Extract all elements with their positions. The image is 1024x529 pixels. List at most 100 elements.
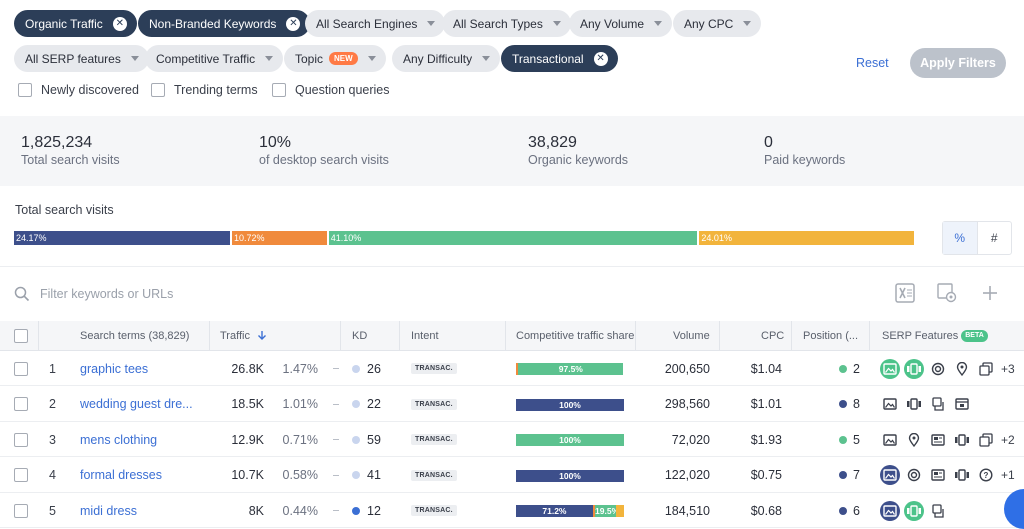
stat-total-visits: 1,825,234 Total search visits xyxy=(21,134,120,167)
add-icon[interactable] xyxy=(980,282,1000,304)
trending-terms-checkbox[interactable]: Trending terms xyxy=(151,83,258,97)
question-queries-checkbox[interactable]: Question queries xyxy=(272,83,390,97)
position-cell[interactable]: 8 xyxy=(839,387,860,422)
position-cell[interactable]: 5 xyxy=(839,422,860,457)
divider xyxy=(791,321,792,351)
chevron-down-icon xyxy=(482,56,491,61)
news-icon xyxy=(928,465,948,485)
row-checkbox[interactable] xyxy=(14,387,28,422)
row-checkbox[interactable] xyxy=(14,351,28,386)
intent-badge: TRANSAC. xyxy=(411,505,457,517)
sort-down-icon xyxy=(257,331,266,340)
row-checkbox[interactable] xyxy=(14,422,28,457)
col-serp-features[interactable]: SERP Features BETA xyxy=(882,321,988,351)
kd-dot xyxy=(352,435,360,444)
newly-discovered-checkbox[interactable]: Newly discovered xyxy=(18,83,139,97)
col-traffic-label: Traffic xyxy=(220,330,250,342)
keyword-link[interactable]: formal dresses xyxy=(80,468,162,483)
more-features-count[interactable]: +1 xyxy=(1001,468,1015,483)
intent-cell: TRANSAC. xyxy=(411,422,457,457)
filter-chip-label: Any Difficulty xyxy=(403,51,473,66)
keyword-link[interactable]: wedding guest dre... xyxy=(80,397,193,412)
position-cell[interactable]: 7 xyxy=(839,458,860,493)
reviews-icon xyxy=(904,465,924,485)
share-segment: 19.5% xyxy=(595,505,617,518)
filter-chip-competitive-traffic[interactable]: Competitive Traffic xyxy=(145,45,284,72)
col-kd[interactable]: KD xyxy=(352,330,368,342)
keyword-filter[interactable]: Filter keywords or URLs xyxy=(14,286,173,302)
share-segment: 97.5% xyxy=(518,363,624,375)
position-cell[interactable]: 2 xyxy=(839,351,860,386)
position-cell[interactable]: 6 xyxy=(839,493,860,528)
col-cpc[interactable]: CPC xyxy=(761,330,785,342)
filter-chip-non-branded-keywords[interactable]: Non-Branded Keywords ✕ xyxy=(138,10,311,37)
competitive-share-bar[interactable]: 100% xyxy=(516,469,624,482)
position-dot xyxy=(839,435,847,444)
traffic-trend xyxy=(333,474,339,476)
select-all-checkbox[interactable] xyxy=(14,329,28,343)
col-competitive-share[interactable]: Competitive traffic share xyxy=(516,330,635,342)
filter-chip-any-volume[interactable]: Any Volume xyxy=(569,10,673,37)
volume-value: 184,510 xyxy=(664,503,710,518)
col-traffic[interactable]: Traffic xyxy=(220,321,267,351)
excel-export-icon[interactable] xyxy=(894,282,916,304)
filter-chip-transactional[interactable]: Transactional ✕ xyxy=(501,45,618,72)
volume-value: 72,020 xyxy=(671,432,710,447)
share-segment xyxy=(592,505,596,518)
search-icon xyxy=(14,286,30,302)
intent-cell: TRANSAC. xyxy=(411,458,457,493)
keyword-link[interactable]: mens clothing xyxy=(80,432,158,447)
close-icon[interactable]: ✕ xyxy=(593,51,608,66)
reset-button[interactable]: Reset xyxy=(856,56,889,70)
competitive-share-bar[interactable]: 100% xyxy=(516,398,624,411)
traffic-segment[interactable]: 24.17% xyxy=(14,231,230,245)
volume-value: 122,020 xyxy=(664,468,710,483)
column-settings-icon[interactable] xyxy=(936,282,958,304)
table-row: 3 mens clothing 12.9K 0.71% 59 TRANSAC. … xyxy=(0,422,1024,458)
count-toggle[interactable]: # xyxy=(990,231,998,245)
traffic-segment[interactable]: 10.72% xyxy=(232,231,327,245)
more-features-count[interactable]: +3 xyxy=(1001,361,1015,376)
filter-chip-topic[interactable]: Topic NEW xyxy=(284,45,386,72)
row-checkbox[interactable] xyxy=(14,493,28,528)
filter-chip-organic-traffic[interactable]: Organic Traffic ✕ xyxy=(14,10,137,37)
kd-cell: 59 xyxy=(352,422,381,457)
filter-chip-any-difficulty[interactable]: Any Difficulty xyxy=(392,45,501,72)
filter-chip-all-search-types[interactable]: All Search Types xyxy=(442,10,571,37)
keyword-link[interactable]: midi dress xyxy=(80,503,137,518)
col-search-terms[interactable]: Search terms (38,829) xyxy=(80,330,190,342)
cpc-value: $1.01 xyxy=(750,397,782,412)
filter-chip-all-serp-features[interactable]: All SERP features xyxy=(14,45,149,72)
reviews-icon xyxy=(928,359,948,379)
close-icon[interactable]: ✕ xyxy=(286,16,301,31)
competitive-share-bar[interactable]: 100% xyxy=(516,434,624,447)
traffic-trend xyxy=(333,403,339,405)
chevron-down-icon xyxy=(743,21,752,26)
row-checkbox[interactable] xyxy=(14,458,28,493)
traffic-segment[interactable]: 24.01% xyxy=(699,231,914,245)
stat-organic-keywords: 38,829 Organic keywords xyxy=(528,134,629,167)
apply-filters-button[interactable]: Apply Filters xyxy=(910,48,1006,78)
share-segment xyxy=(616,505,624,518)
volume-value: 200,650 xyxy=(664,361,710,376)
close-icon[interactable]: ✕ xyxy=(112,16,127,31)
image-pack-icon xyxy=(880,500,900,521)
filter-chip-all-search-engines[interactable]: All Search Engines xyxy=(305,10,446,37)
col-position[interactable]: Position (... xyxy=(803,330,859,342)
more-features-count[interactable]: +2 xyxy=(1001,432,1015,447)
filter-chip-any-cpc[interactable]: Any CPC xyxy=(673,10,762,37)
keyword-link[interactable]: graphic tees xyxy=(80,361,149,376)
competitive-share-bar[interactable]: 97.5% xyxy=(516,363,624,375)
chevron-down-icon xyxy=(265,56,274,61)
percent-toggle[interactable]: % xyxy=(943,222,978,254)
col-volume[interactable]: Volume xyxy=(673,330,710,342)
traffic-segment[interactable]: 41.10% xyxy=(328,231,698,245)
stat-paid-keywords: 0 Paid keywords xyxy=(764,134,846,167)
video-carousel-icon xyxy=(952,465,972,485)
competitive-share-bar[interactable]: 71.2%19.5% xyxy=(516,505,624,518)
filter-chip-label: All Search Engines xyxy=(316,16,418,31)
col-intent[interactable]: Intent xyxy=(411,330,439,342)
traffic-percent: 0.44% xyxy=(282,503,318,518)
chat-launcher-button[interactable] xyxy=(1004,489,1024,529)
kd-value: 41 xyxy=(367,468,381,483)
